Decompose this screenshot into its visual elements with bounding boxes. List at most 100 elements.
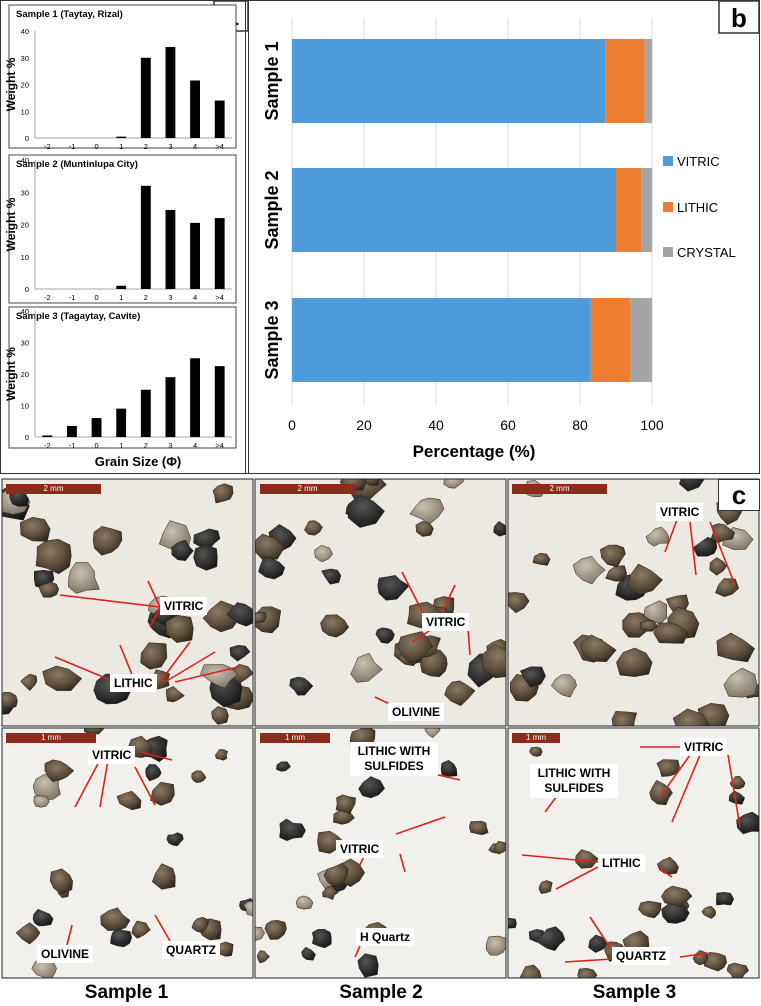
panel-b: 0 20 40 60 80 100 Sample 1 Sample 2 Sample 3 VIT…: [245, 0, 760, 474]
photomicrograph: [507, 727, 760, 979]
y-tick-label: 40: [21, 307, 29, 316]
caption-sample-2: Sample 2: [339, 982, 423, 1003]
scale-bar: 1 mm: [260, 733, 330, 743]
grain: [424, 728, 441, 739]
histogram-title: Sample 1 (Taytay, Rizal): [16, 9, 123, 20]
histogram-bar: [67, 425, 77, 437]
grain: [276, 761, 291, 772]
grain: [572, 555, 606, 585]
grain: [529, 746, 543, 757]
grain: [443, 479, 464, 489]
grain: [243, 900, 253, 917]
histogram-bar: [165, 377, 176, 437]
grain: [320, 614, 350, 638]
y-tick-label: 30: [21, 339, 29, 348]
y-tick-label: 10: [21, 402, 29, 411]
category-label: Sample 1: [262, 41, 282, 120]
histogram-title: Sample 2 (Muntinlupa City): [16, 159, 138, 170]
grain: [469, 820, 489, 836]
histogram-title: Sample 3 (Tagaytay, Cavite): [16, 311, 140, 322]
caption-sample-1: Sample 1: [84, 982, 169, 1003]
grain: [193, 528, 221, 550]
y-axis-label: Weight %: [4, 347, 18, 401]
histogram-bar: [140, 389, 151, 437]
scale-bar: 1 mm: [512, 733, 560, 743]
stacked-bar-crystal: [641, 168, 652, 252]
grain: [193, 544, 218, 571]
stacked-bar-vitric: [292, 298, 591, 382]
x-tick-label: 0: [94, 293, 98, 302]
histogram-bar: [214, 366, 225, 437]
grain: [202, 600, 240, 633]
grain: [92, 526, 123, 556]
grain: [295, 895, 314, 910]
grain: [255, 926, 265, 942]
x-tick-label: -1: [69, 293, 76, 302]
grain: [519, 666, 546, 688]
legend-swatch: [663, 247, 673, 257]
histogram-sample-3: Sample 3 (Tagaytay, Cavite) 0 10 20 30 40 Weig…: [4, 306, 237, 450]
x-tick-label: 2: [144, 142, 148, 151]
scale-bar: 1 mm: [6, 733, 96, 743]
legend-label: CRYSTAL: [677, 245, 736, 260]
grain: [335, 794, 356, 815]
grain: [508, 918, 517, 929]
y-tick-label: 0: [25, 433, 29, 442]
grain: [645, 526, 669, 547]
histogram-bar: [190, 358, 200, 437]
grain: [279, 818, 306, 841]
histogram-bar: [190, 80, 200, 138]
photomicrograph: [254, 478, 507, 727]
legend-label: LITHIC: [677, 200, 718, 215]
grain: [68, 562, 100, 594]
grain: [409, 497, 445, 525]
x-tick-label: 1: [119, 142, 123, 151]
grain: [415, 520, 434, 537]
x-tick-label: -1: [69, 142, 76, 151]
category-label: Sample 3: [262, 300, 282, 379]
grain: [33, 795, 50, 808]
grain: [212, 483, 234, 504]
grain: [600, 544, 626, 568]
grain: [44, 759, 75, 782]
x-tick-label: 2: [144, 441, 148, 450]
legend-swatch: [663, 202, 673, 212]
grain: [577, 968, 598, 978]
stacked-bar-lithic: [590, 298, 631, 382]
x-tick-label: 4: [193, 441, 197, 450]
percentage-xlabel: Percentage (%): [413, 442, 536, 461]
y-tick-label: 20: [21, 370, 29, 379]
grain: [151, 863, 176, 890]
grain: [661, 885, 693, 908]
grain: [533, 926, 566, 951]
grain: [679, 479, 705, 492]
y-axis-label: Weight %: [4, 57, 18, 111]
x-tick-label: >4: [215, 142, 224, 151]
x-tick-label: -2: [44, 142, 51, 151]
grain: [289, 676, 314, 696]
histogram-bar: [140, 57, 151, 138]
grain: [323, 862, 349, 887]
x-tick-label: 0: [94, 142, 98, 151]
grain: [311, 928, 332, 949]
histogram-bar: [116, 408, 127, 437]
grain: [611, 711, 638, 726]
x-tick-label: 0: [288, 417, 296, 433]
y-tick-label: 30: [21, 188, 29, 197]
x-tick-label: 3: [168, 293, 172, 302]
histogram-bar: [214, 218, 225, 289]
y-tick-label: 0: [25, 285, 29, 294]
y-axis-label: Weight %: [4, 197, 18, 251]
caption-sample-3: Sample 3: [592, 982, 677, 1003]
grain: [35, 538, 72, 575]
grain: [303, 520, 323, 536]
stacked-bar-crystal: [630, 298, 652, 382]
grain: [166, 686, 185, 703]
x-tick-label: 20: [356, 417, 372, 433]
grain-size-xlabel: Grain Size (Φ): [95, 454, 182, 469]
grain: [626, 563, 663, 596]
grain: [214, 749, 229, 761]
grain: [15, 922, 41, 945]
x-tick-label: -2: [44, 441, 51, 450]
y-tick-label: 40: [21, 27, 29, 36]
